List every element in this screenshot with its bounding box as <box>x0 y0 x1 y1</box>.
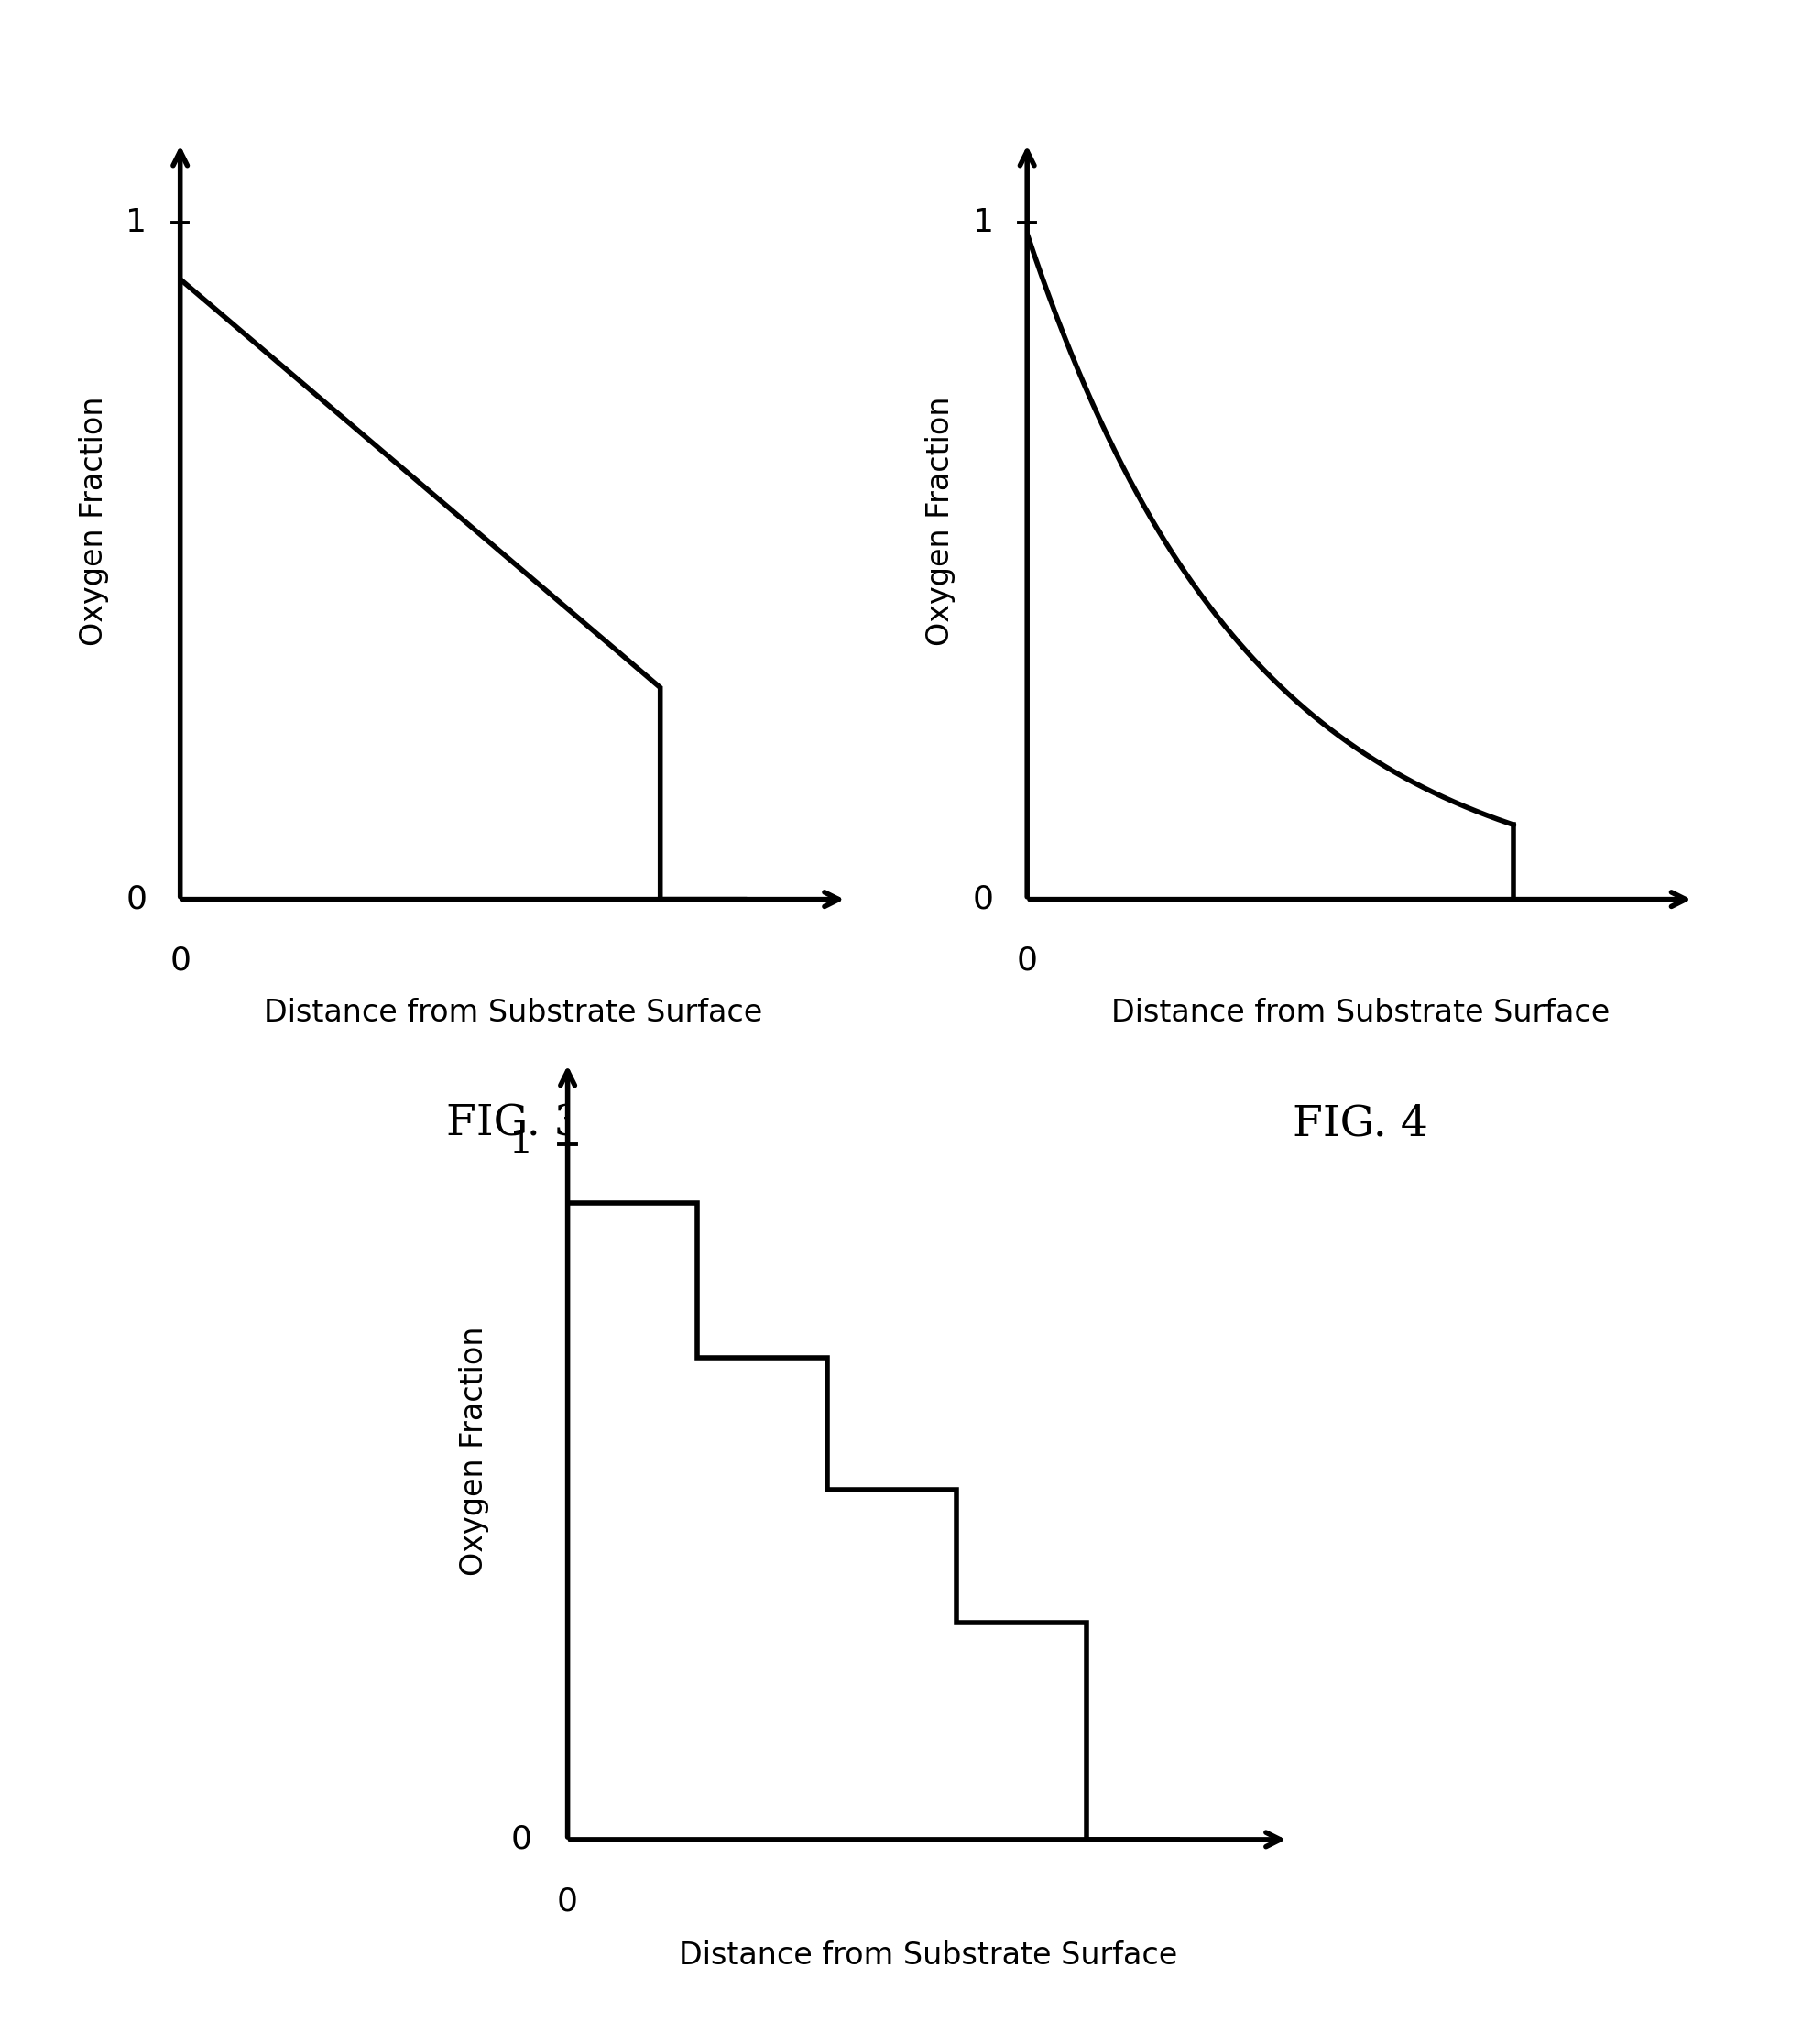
Text: 0: 0 <box>973 883 993 916</box>
Text: Distance from Substrate Surface: Distance from Substrate Surface <box>1112 997 1609 1028</box>
Text: 0: 0 <box>169 944 191 975</box>
Text: Distance from Substrate Surface: Distance from Substrate Surface <box>679 1940 1177 1970</box>
Text: Oxygen Fraction: Oxygen Fraction <box>79 397 108 646</box>
Text: Oxygen Fraction: Oxygen Fraction <box>926 397 955 646</box>
Text: FIG. 4: FIG. 4 <box>1292 1104 1429 1145</box>
Text: 0: 0 <box>510 1823 532 1856</box>
Text: 0: 0 <box>126 883 148 916</box>
Text: 0: 0 <box>557 1887 578 1917</box>
Text: 0: 0 <box>1016 944 1038 975</box>
Text: FIG. 3: FIG. 3 <box>445 1104 582 1145</box>
Text: Oxygen Fraction: Oxygen Fraction <box>460 1327 488 1576</box>
Text: 1: 1 <box>973 206 993 237</box>
Text: 1: 1 <box>126 206 148 237</box>
Text: 1: 1 <box>510 1128 532 1161</box>
Text: Distance from Substrate Surface: Distance from Substrate Surface <box>265 997 762 1028</box>
